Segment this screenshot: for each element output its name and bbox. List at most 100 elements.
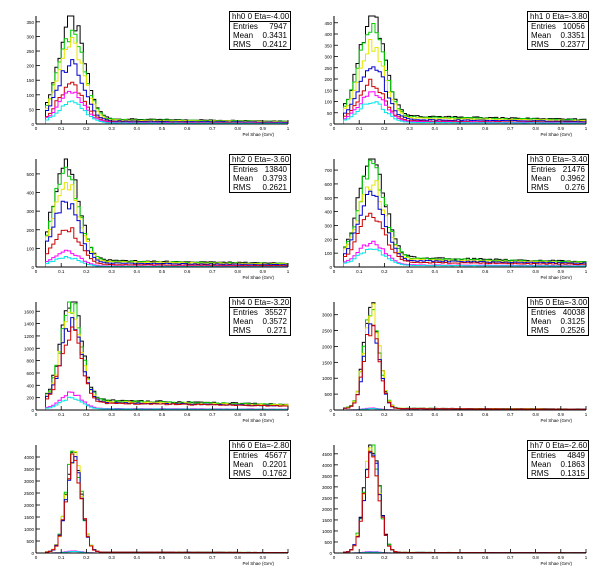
y-tick-label: 150 [26, 78, 34, 83]
y-tick-label: 50 [29, 107, 35, 112]
x-tick-label: 0.8 [532, 555, 539, 560]
series-line-2 [36, 182, 289, 268]
x-tick-label: 0.7 [209, 126, 216, 131]
x-tick-label: 0.7 [507, 269, 514, 274]
x-tick-label: 0.6 [482, 126, 489, 131]
stats-box-hh3: hh3 0 Eta=-3.40 Entries 21476 Mean 0.3962 RMS… [527, 154, 589, 193]
x-tick-label: 0.1 [58, 412, 65, 417]
stats-value: 10056 [562, 22, 585, 31]
x-tick-label: 0.8 [532, 412, 539, 417]
stats-value: 21476 [562, 165, 585, 174]
x-tick-label: 0 [333, 126, 336, 131]
stats-label: Mean [531, 317, 552, 326]
stats-row-rms: RMS 0.271 [230, 326, 290, 335]
stats-label: RMS [233, 326, 251, 335]
histogram-pad-hh4: 0 200 400 600 800 1000 1200 1400 1600 0 0.1 0.2 0.3 0… [24, 301, 290, 423]
x-tick-label: 0.7 [507, 555, 514, 560]
x-tick-label: 0.4 [134, 126, 141, 131]
stats-box-hh0: hh0 0 Eta=-4.00 Entries 7947 Mean 0.3431 RMS 0… [229, 11, 291, 50]
x-tick-label: 1 [585, 555, 588, 560]
histogram-pad-hh1: 0 50 100 150 200 250 300 350 400 450 0 0.1 0.2 0.3 0.4… [324, 15, 588, 137]
x-tick-label: 1 [585, 269, 588, 274]
series-line-6 [334, 248, 587, 268]
stats-label: Entries [531, 165, 556, 174]
x-tick-label: 0.6 [184, 412, 191, 417]
y-tick-label: 3500 [24, 467, 35, 472]
x-tick-label: 0.9 [558, 269, 565, 274]
stats-title: hh4 0 Eta=-3.20 [230, 298, 290, 308]
stats-row-rms: RMS 0.2621 [230, 183, 290, 192]
x-tick-label: 0.8 [234, 126, 241, 131]
x-tick-label: 0.5 [159, 412, 166, 417]
stats-label: Entries [233, 308, 258, 317]
x-axis-label: Pel Shae (GeV) [540, 132, 572, 137]
x-tick-label: 0.1 [356, 269, 363, 274]
x-tick-label: 0.2 [381, 126, 388, 131]
y-tick-label: 1500 [322, 360, 333, 365]
stats-label: Entries [233, 165, 258, 174]
x-tick-label: 0.4 [432, 269, 439, 274]
stats-title: hh6 0 Eta=-2.80 [230, 441, 290, 451]
x-axis-label: Pel Shae (GeV) [540, 275, 572, 280]
x-tick-label: 0.3 [108, 269, 115, 274]
stats-box-hh2: hh2 0 Eta=-3.60 Entries 13840 Mean 0.3793 RMS… [229, 154, 291, 193]
stats-title: hh0 0 Eta=-4.00 [230, 12, 290, 22]
x-tick-label: 0.8 [234, 269, 241, 274]
y-tick-label: 4000 [322, 463, 333, 468]
y-tick-label: 300 [26, 34, 34, 39]
x-tick-label: 1 [287, 269, 290, 274]
y-tick-label: 400 [26, 383, 34, 388]
histogram-pad-hh5: 0 500 1000 1500 2000 2500 3000 0 0.1 0.2 0.3 0.4 0.5… [322, 302, 588, 423]
stats-box-hh7: hh7 0 Eta=-2.60 Entries 4849 Mean 0.1863 RMS 0… [527, 440, 589, 479]
x-tick-label: 0.1 [356, 412, 363, 417]
y-tick-label: 100 [324, 251, 332, 256]
x-axis-label: Pel Shae (GeV) [540, 561, 572, 566]
series-line-3 [334, 66, 587, 125]
x-tick-label: 0.3 [108, 555, 115, 560]
x-tick-label: 0.1 [58, 555, 65, 560]
x-tick-label: 0.4 [134, 555, 141, 560]
y-tick-label: 500 [324, 540, 332, 545]
x-tick-label: 0 [35, 269, 38, 274]
x-tick-label: 0.6 [482, 412, 489, 417]
stats-label: Entries [531, 451, 556, 460]
y-tick-label: 1000 [24, 527, 35, 532]
x-tick-label: 0.5 [457, 269, 464, 274]
stats-row-entries: Entries 13840 [230, 165, 290, 174]
y-tick-label: 1400 [24, 322, 35, 327]
stats-box-hh5: hh5 0 Eta=-3.00 Entries 40038 Mean 0.3125 RMS… [527, 297, 589, 336]
x-tick-label: 1 [287, 555, 290, 560]
stats-value: 0.2201 [262, 460, 287, 469]
stats-row-mean: Mean 0.3125 [528, 317, 588, 326]
stats-value: 0.276 [564, 183, 585, 192]
stats-label: Mean [531, 31, 552, 40]
stats-row-mean: Mean 0.3572 [230, 317, 290, 326]
stats-label: Mean [233, 174, 254, 183]
y-tick-label: 2000 [322, 344, 333, 349]
x-tick-label: 0.9 [558, 412, 565, 417]
x-tick-label: 0.1 [58, 126, 65, 131]
x-axis-label: Pel Shae (GeV) [242, 418, 274, 423]
x-tick-label: 0.5 [159, 555, 166, 560]
stats-row-mean: Mean 0.3962 [528, 174, 588, 183]
x-tick-label: 0.9 [558, 555, 565, 560]
x-tick-label: 0.3 [406, 269, 413, 274]
stats-label: Mean [233, 317, 254, 326]
histogram-pad-hh3: 0 100 200 300 400 500 600 700 0 0.1 0.2 0.3 0.4 0.5 0.… [324, 158, 588, 280]
stats-title: hh2 0 Eta=-3.60 [230, 155, 290, 165]
stats-value: 7947 [269, 22, 287, 31]
x-tick-label: 0.2 [83, 555, 90, 560]
x-tick-label: 0.2 [381, 269, 388, 274]
y-tick-label: 400 [324, 210, 332, 215]
x-tick-label: 0.1 [356, 555, 363, 560]
stats-row-entries: Entries 21476 [528, 165, 588, 174]
x-tick-label: 1 [585, 412, 588, 417]
x-tick-label: 0 [35, 555, 38, 560]
stats-value: 0.3431 [262, 31, 287, 40]
y-tick-label: 250 [324, 66, 332, 71]
stats-label: Mean [233, 460, 254, 469]
x-tick-label: 0.8 [532, 269, 539, 274]
stats-value: 35527 [264, 308, 287, 317]
y-tick-label: 1500 [322, 518, 333, 523]
stats-row-entries: Entries 45677 [230, 451, 290, 460]
